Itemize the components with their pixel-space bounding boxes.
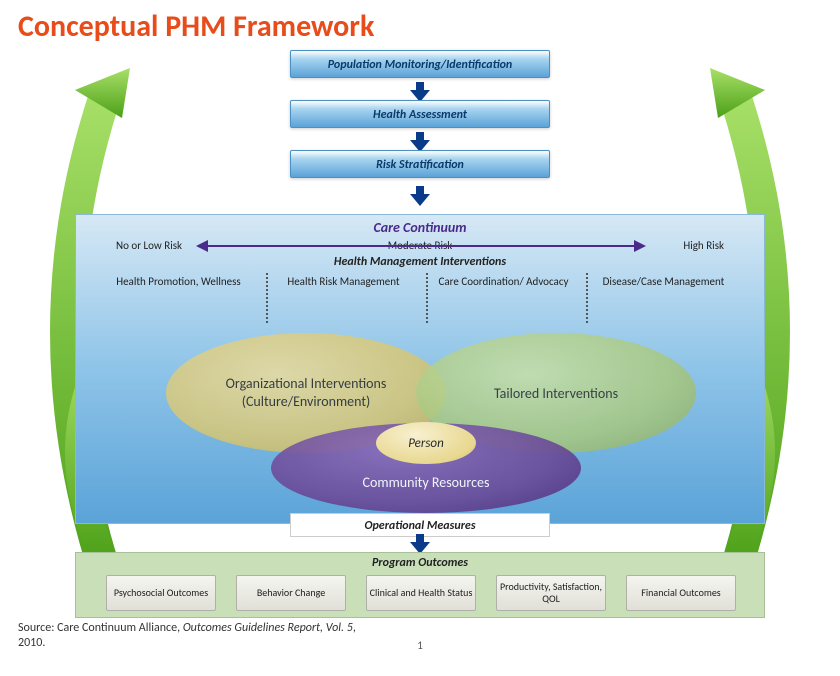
col-health-promotion: Health Promotion, Wellness xyxy=(106,275,251,288)
page-title: Conceptual PHM Framework xyxy=(18,8,374,45)
box-health-assessment: Health Assessment xyxy=(290,100,550,128)
divider xyxy=(266,273,268,323)
col-health-risk-mgmt: Health Risk Management xyxy=(271,275,416,288)
risk-spectrum-line xyxy=(206,245,636,247)
hmi-title: Health Management Interventions xyxy=(76,255,764,269)
outcome-behavior: Behavior Change xyxy=(236,575,346,611)
source-citation: Source: Care Continuum Alliance, Outcome… xyxy=(18,621,358,652)
divider xyxy=(586,273,588,323)
source-prefix: Source: Care Continuum Alliance, xyxy=(18,621,183,635)
care-continuum-title: Care Continuum xyxy=(76,219,764,236)
box-population-monitoring: Population Monitoring/Identification xyxy=(290,50,550,78)
divider xyxy=(426,273,428,323)
arrow-right-icon xyxy=(634,240,646,252)
outcome-clinical: Clinical and Health Status xyxy=(366,575,476,611)
col-disease-mgmt: Disease/Case Management xyxy=(591,275,736,288)
page-number: 1 xyxy=(417,639,423,652)
outcome-financial: Financial Outcomes xyxy=(626,575,736,611)
outcome-productivity: Productivity, Satisfaction, QOL xyxy=(496,575,606,611)
program-outcomes-title: Program Outcomes xyxy=(76,556,764,570)
care-continuum-panel: Care Continuum No or Low Risk Moderate R… xyxy=(75,214,765,524)
risk-high-label: High Risk xyxy=(683,239,724,252)
program-outcomes-panel: Program Outcomes Psychosocial Outcomes B… xyxy=(75,552,765,618)
ellipse-person: Person xyxy=(376,422,476,464)
box-risk-stratification: Risk Stratification xyxy=(290,150,550,178)
phm-diagram: Population Monitoring/Identification Hea… xyxy=(75,50,765,620)
risk-low-label: No or Low Risk xyxy=(116,239,182,252)
source-italic: Outcomes Guidelines Report, Vol. 5 xyxy=(183,621,353,635)
outcome-psychosocial: Psychosocial Outcomes xyxy=(106,575,216,611)
col-care-coordination: Care Coordination/ Advocacy xyxy=(431,275,576,288)
